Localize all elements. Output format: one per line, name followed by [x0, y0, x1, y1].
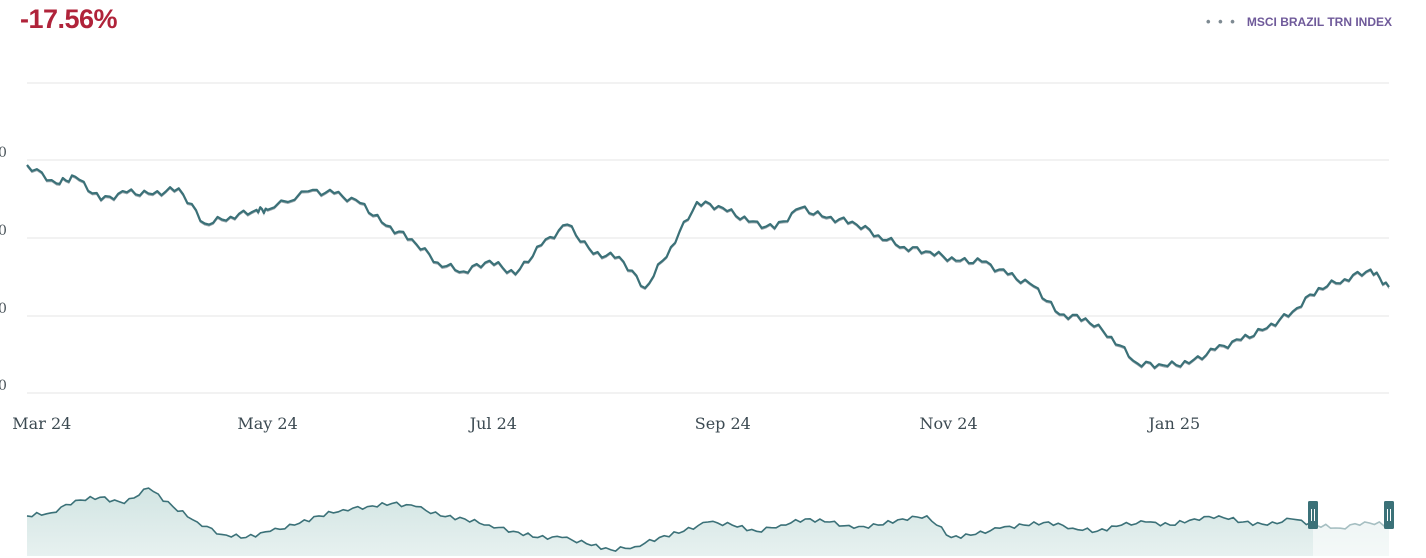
- navigator: [26, 478, 1394, 556]
- navigator-handle-right-body[interactable]: [1384, 501, 1394, 529]
- performance-change: -17.56%: [20, 4, 118, 34]
- navigator-handle-left-body[interactable]: [1308, 501, 1318, 529]
- legend-series-label: MSCI BRAZIL TRN INDEX: [1246, 14, 1392, 29]
- x-tick-label: Nov 24: [920, 414, 978, 433]
- grid-lines: [27, 82, 1389, 394]
- y-tick-label: 0: [0, 378, 7, 394]
- navigator-selection[interactable]: [1313, 478, 1389, 556]
- navigator-line: [26, 487, 1390, 552]
- x-tick-label: May 24: [237, 414, 297, 433]
- y-tick-label: 0: [0, 301, 7, 317]
- x-tick-label: Mar 24: [12, 414, 71, 433]
- x-tick-label: Jan 25: [1146, 414, 1200, 433]
- y-axis-labels: 0 0 0 0: [0, 145, 7, 394]
- series-line: [26, 164, 1390, 369]
- y-tick-label: 0: [0, 145, 7, 161]
- legend-line-icon: • • •: [1205, 14, 1237, 29]
- x-tick-label: Sep 24: [695, 414, 751, 433]
- navigator-handle-right[interactable]: [1384, 501, 1394, 529]
- series-lines: [26, 164, 1390, 371]
- x-tick-label: Jul 24: [468, 414, 517, 433]
- chart-legend[interactable]: • • • MSCI BRAZIL TRN INDEX: [1206, 14, 1392, 29]
- y-tick-label: 0: [0, 223, 7, 239]
- series-line-shadow: [26, 166, 1390, 371]
- x-axis-labels: Mar 24 May 24 Jul 24 Sep 24 Nov 24 Jan 25: [12, 414, 1200, 433]
- navigator-handle-left[interactable]: [1308, 501, 1318, 529]
